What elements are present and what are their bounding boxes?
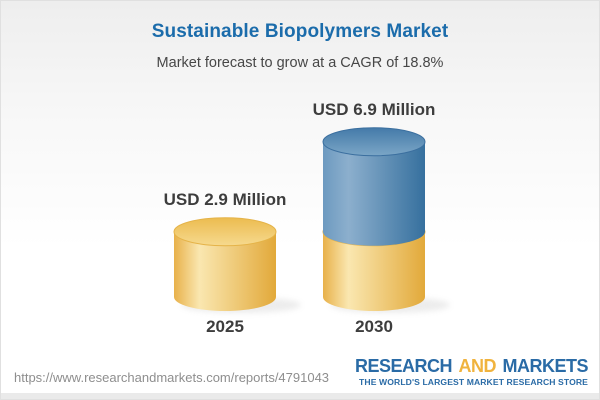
- value-label-2025: USD 2.9 Million: [163, 189, 287, 209]
- logo-word-markets: MARKETS: [502, 356, 589, 376]
- cylinder-body-gold-segment: [323, 231, 425, 311]
- report-url-caption: https://www.researchandmarkets.com/repor…: [14, 370, 330, 385]
- cylinder-top-blue: [322, 127, 426, 157]
- page-title: Sustainable Biopolymers Market: [151, 21, 449, 42]
- cylinder-top-gold: [173, 217, 277, 247]
- logo-tagline: THE WORLD'S LARGEST MARKET RESEARCH STOR…: [359, 376, 588, 387]
- category-label-2030: 2030: [355, 317, 393, 336]
- logo-wordmark: RESEARCH AND MARKETS: [354, 356, 589, 376]
- category-label-2025: 2025: [206, 317, 244, 336]
- research-and-markets-logo: RESEARCH AND MARKETS THE WORLD'S LARGEST…: [354, 356, 589, 387]
- logo-word-and: AND: [458, 356, 496, 376]
- logo-word-research: RESEARCH: [354, 356, 453, 376]
- value-label-2030: USD 6.9 Million: [312, 99, 436, 119]
- cylinder-body-gold: [174, 231, 276, 311]
- bottom-strip: [1, 393, 599, 399]
- page-subtitle: Market forecast to grow at a CAGR of 18.…: [156, 55, 444, 71]
- cylinder-body-blue-segment: [323, 141, 425, 246]
